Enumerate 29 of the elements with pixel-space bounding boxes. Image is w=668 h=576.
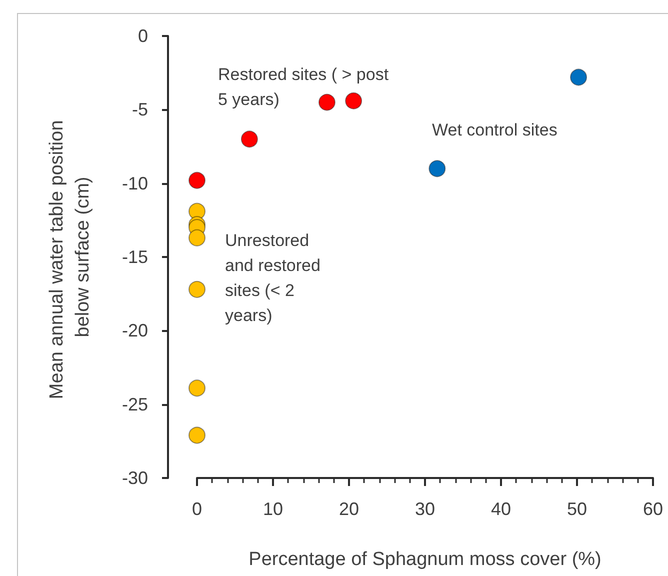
x-tick-label: 20: [338, 499, 360, 519]
x-tick-label: 0: [192, 499, 202, 519]
point: [318, 94, 336, 111]
point: [345, 92, 362, 110]
point: [570, 68, 588, 86]
x-tick-label: 40: [490, 499, 512, 519]
point: [188, 229, 206, 246]
x-tick-label: 10: [262, 499, 284, 519]
annotation: Unrestored and restored sites (< 2 years): [225, 231, 320, 325]
y-tick-label: -5: [132, 100, 148, 120]
y-tick-label: -20: [122, 320, 148, 341]
x-tick-label: 60: [642, 499, 664, 519]
y-tick-label: -30: [122, 468, 148, 488]
annotation: Wet control sites: [432, 120, 558, 140]
point: [188, 280, 206, 298]
y-axis-title: Mean annual water table position below surface (cm): [46, 114, 94, 400]
x-axis-title: Percentage of Sphagnum moss cover (%): [248, 549, 602, 570]
x-tick-label: 50: [566, 499, 588, 519]
y-tick-label: -10: [122, 173, 148, 194]
point: [188, 380, 206, 397]
y-tick-label: -15: [122, 247, 148, 267]
y-tick-label: -25: [122, 394, 148, 414]
point: [428, 160, 446, 178]
annotation: Restored sites ( > post 5 years): [218, 65, 389, 109]
point: [188, 426, 206, 444]
x-tick-label: 30: [414, 499, 436, 519]
point: [188, 172, 206, 189]
point: [240, 130, 258, 148]
y-tick-label: 0: [138, 26, 148, 46]
